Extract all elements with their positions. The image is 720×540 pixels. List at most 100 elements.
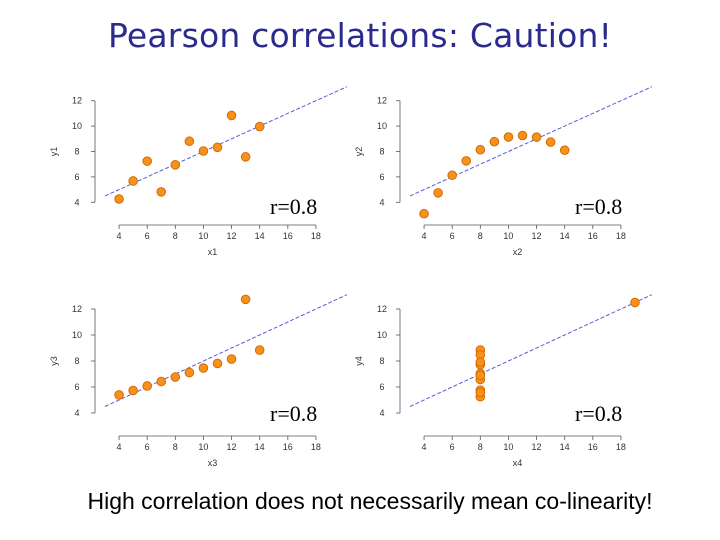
data-point (114, 390, 124, 400)
x-axis-label: x4 (513, 458, 523, 468)
y-tick-label: 6 (74, 172, 79, 182)
x-tick-label: 8 (478, 442, 483, 452)
x-tick-label: 18 (311, 231, 321, 241)
correlation-annotation: r=0.8 (575, 401, 622, 426)
data-point (240, 294, 251, 305)
data-point (156, 376, 167, 387)
data-point (198, 363, 209, 373)
x-tick-label: 18 (616, 442, 626, 452)
y-tick-label: 4 (379, 197, 384, 207)
y-tick-label: 6 (379, 382, 384, 392)
data-point (170, 372, 181, 382)
x-tick-label: 14 (255, 231, 265, 241)
x-tick-label: 8 (478, 231, 483, 241)
x-axis-label: x1 (208, 247, 218, 257)
y-tick-label: 4 (74, 197, 79, 207)
data-point (475, 144, 486, 155)
data-point (475, 357, 486, 367)
x-tick-label: 10 (503, 442, 513, 452)
data-point (517, 130, 528, 141)
y-tick-label: 6 (379, 172, 384, 182)
x-tick-label: 4 (117, 231, 122, 241)
x-axis-label: x2 (513, 247, 523, 257)
data-point (433, 188, 443, 198)
y-tick-label: 10 (72, 330, 82, 340)
x-tick-label: 18 (616, 231, 626, 241)
data-point (156, 187, 167, 197)
regression-line (409, 294, 653, 407)
data-point (142, 156, 152, 166)
y-tick-label: 8 (379, 356, 384, 366)
data-point (475, 387, 486, 398)
correlation-annotation: r=0.8 (575, 194, 622, 219)
y-tick-label: 12 (377, 96, 387, 106)
data-point (212, 358, 223, 369)
data-point (475, 370, 486, 381)
x-tick-label: 16 (588, 231, 598, 241)
y-tick-label: 12 (377, 304, 387, 314)
y-tick-label: 4 (74, 408, 79, 418)
data-point (170, 160, 181, 170)
slide-title: Pearson correlations: Caution! (107, 16, 613, 55)
x-tick-label: 14 (560, 442, 570, 452)
x-tick-label: 10 (198, 442, 208, 452)
x-tick-label: 4 (422, 442, 427, 452)
x-tick-label: 8 (173, 442, 178, 452)
correlation-annotation: r=0.8 (270, 194, 317, 219)
x-tick-label: 12 (532, 442, 542, 452)
x-tick-label: 10 (198, 231, 208, 241)
data-point (128, 385, 138, 396)
y-tick-label: 12 (72, 96, 82, 106)
data-point (114, 194, 124, 204)
data-point (531, 132, 542, 142)
data-point (489, 136, 500, 147)
correlation-annotation: r=0.8 (270, 401, 317, 426)
data-point (447, 170, 457, 181)
x-tick-label: 16 (283, 231, 293, 241)
x-tick-label: 12 (227, 231, 237, 241)
data-point (461, 156, 472, 166)
scatter-panel-4: 4 6 8 10 12 14 16 18 4 6 8 10 12 x4 y4 r=0.8 (354, 294, 653, 468)
data-point (142, 381, 152, 391)
y-axis-label: y3 (49, 356, 59, 366)
y-tick-label: 6 (74, 382, 79, 392)
x-tick-label: 4 (117, 442, 122, 452)
y-tick-label: 8 (379, 147, 384, 157)
x-tick-label: 18 (311, 442, 321, 452)
x-tick-label: 12 (532, 231, 542, 241)
data-point (226, 354, 237, 364)
regression-line (409, 86, 653, 197)
x-tick-label: 14 (255, 442, 265, 452)
x-tick-label: 16 (283, 442, 293, 452)
y-tick-label: 8 (74, 356, 79, 366)
y-tick-label: 10 (377, 330, 387, 340)
data-point (226, 110, 237, 121)
data-point (419, 208, 429, 219)
x-tick-label: 6 (145, 231, 150, 241)
data-point (545, 137, 556, 147)
x-tick-label: 6 (450, 442, 455, 452)
x-tick-label: 10 (503, 231, 513, 241)
x-tick-label: 14 (560, 231, 570, 241)
slide-caption: High correlation does not necessarily me… (87, 488, 653, 514)
data-point (184, 136, 195, 147)
x-tick-label: 6 (450, 231, 455, 241)
y-tick-label: 10 (377, 121, 387, 131)
data-point (212, 142, 223, 153)
x-tick-label: 8 (173, 231, 178, 241)
y-axis-label: y1 (49, 147, 59, 157)
y-tick-label: 8 (74, 147, 79, 157)
scatter-panel-3: 4 6 8 10 12 14 16 18 4 6 8 10 12 x3 y3 r=0.8 (49, 294, 348, 468)
y-tick-label: 4 (379, 408, 384, 418)
data-point (503, 132, 514, 142)
x-tick-label: 12 (227, 442, 237, 452)
y-tick-label: 10 (72, 121, 82, 131)
x-axis-label: x3 (208, 458, 218, 468)
x-tick-label: 6 (145, 442, 150, 452)
regression-line (104, 294, 348, 407)
y-axis-label: y2 (354, 147, 364, 157)
data-point (198, 146, 209, 156)
data-point (128, 176, 138, 186)
data-point (240, 152, 251, 162)
